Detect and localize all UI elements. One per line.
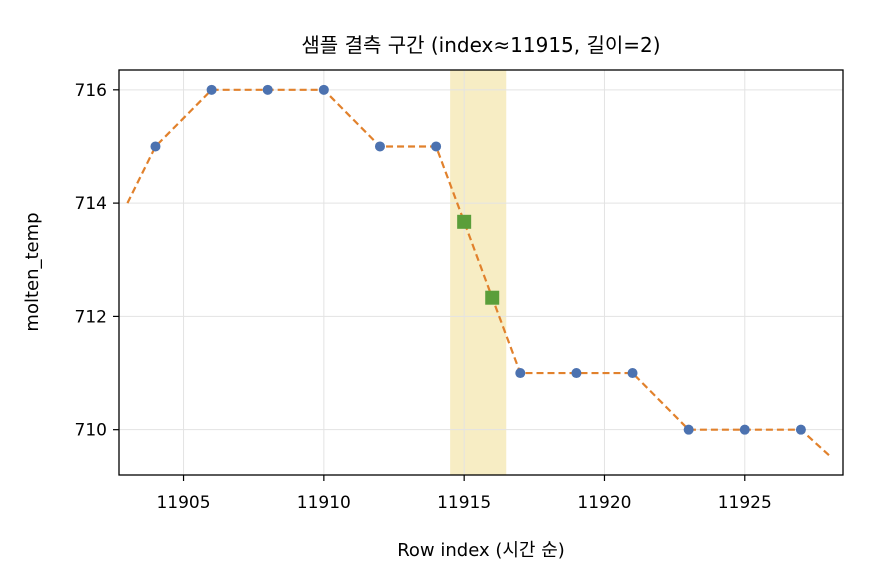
observed-point [795,424,806,435]
missing-span-highlight [450,70,507,475]
observed-point [627,368,638,379]
observed-point [739,424,750,435]
x-tick-label: 11920 [577,493,631,513]
plot-area: 11905 11910 11915 11920 11925 710 712 714 716 [75,69,844,513]
observed-point [571,368,582,379]
observed-point [683,424,694,435]
x-tick-label: 11905 [156,493,210,513]
observed-point [206,84,217,95]
axes-frame [118,69,844,476]
observed-point [150,141,161,152]
y-tick-label: 712 [75,307,107,327]
y-tick-label: 710 [75,421,107,441]
observed-point [262,84,273,95]
series-line [126,88,830,456]
x-tick-label: 11915 [437,493,491,513]
chart-title: 샘플 결측 구간 (index≈11915, 길이=2) [301,33,660,57]
y-tick-label: 716 [75,81,107,101]
observed-point [374,141,385,152]
imputed-point [457,214,472,229]
imputed-point [485,290,500,305]
observed-point [318,84,329,95]
y-axis-label: molten_temp [22,212,43,331]
x-axis-label: Row index (시간 순) [397,540,565,561]
y-tick-label: 714 [75,194,107,214]
observed-point [431,141,442,152]
x-tick-label: 11910 [297,493,351,513]
x-tick-label: 11925 [718,493,772,513]
observed-point [515,368,526,379]
